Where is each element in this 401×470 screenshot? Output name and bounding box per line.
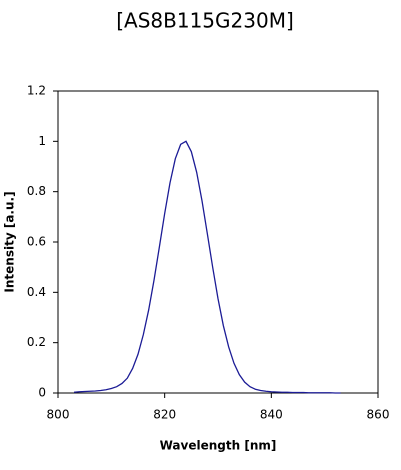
plot-frame [57,90,379,394]
x-tick-label: 840 [260,408,283,422]
y-tick-label: 0.8 [27,184,46,198]
x-tick-label: 820 [153,408,176,422]
y-tick-label: 0.4 [27,285,46,299]
y-tick-label: 0.2 [27,335,46,349]
y-tick-label: 1 [38,134,46,148]
y-tick-label: 1.2 [27,84,46,98]
chart-title: [AS8B115G230M] [116,9,294,33]
y-tick-label: 0 [38,386,46,400]
x-tick-label: 860 [367,408,390,422]
line-series [73,140,341,394]
y-tick-label: 0.6 [27,235,46,249]
x-axis-label: Wavelength [nm] [160,439,277,453]
x-tick-label: 800 [47,408,70,422]
y-axis-label: Intensity [a.u.] [3,191,17,292]
